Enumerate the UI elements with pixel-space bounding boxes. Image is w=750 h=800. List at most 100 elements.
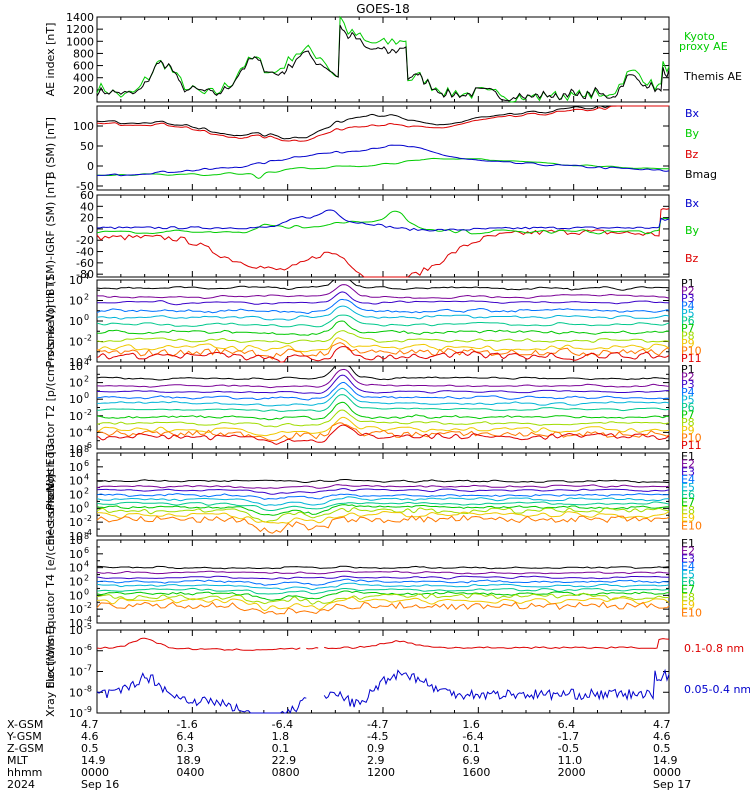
y-tick-label: 10: [69, 589, 83, 602]
y-tick-label: 10: [69, 516, 83, 529]
y-tick-label: 10: [69, 447, 83, 460]
ephemeris-value: 0.1: [462, 742, 480, 755]
ephemeris-value: 2000: [557, 766, 586, 779]
y-tick-exponent: 4: [84, 473, 89, 482]
y-tick-exponent: 4: [84, 358, 89, 367]
y-tick-label: 10: [69, 686, 83, 699]
y-tick-label: -20: [76, 234, 94, 247]
series-line-e6: [96, 587, 670, 595]
series-line-by: [96, 210, 670, 235]
y-tick-exponent: 6: [84, 546, 89, 555]
y-tick-label: 10: [69, 315, 83, 328]
ephemeris-value: -6.4: [462, 730, 484, 743]
y-tick-label: 10: [69, 443, 83, 456]
ephemeris-value: -4.5: [367, 730, 389, 743]
ephemeris-value: 0.5: [81, 742, 99, 755]
series-line-p7: [96, 401, 670, 421]
series-line-kyoto-proxy-ae: [96, 15, 670, 103]
y-tick-label: 200: [73, 84, 94, 97]
y-tick-exponent: -2: [84, 334, 92, 343]
legend-p10: P10: [681, 431, 702, 444]
legend-p5: P5: [681, 307, 695, 320]
ephemeris-row-label: MLT: [7, 754, 28, 767]
series-line-p6: [96, 394, 670, 412]
ephemeris-value: 22.9: [271, 754, 297, 767]
legend-p1: P1: [681, 277, 695, 290]
ephemeris-value: -6.4: [271, 718, 294, 731]
legend-e2: E2: [681, 545, 695, 558]
y-tick-label: 10: [69, 393, 83, 406]
y-tick-exponent: -8: [84, 684, 92, 693]
y-tick-exponent: 4: [84, 272, 89, 281]
y-tick-exponent: -4: [84, 528, 92, 537]
series-line-p4: [96, 381, 670, 401]
legend-themis-ae: Themis AE: [683, 70, 742, 83]
series-line-p4: [96, 298, 670, 315]
legend-by: By: [685, 127, 700, 140]
ephemeris-value: 1200: [367, 766, 395, 779]
y-tick-label: 600: [73, 60, 94, 73]
y-tick-label: 40: [80, 200, 94, 213]
y-tick-exponent: -4: [84, 424, 92, 433]
series-line-p9: [96, 337, 670, 353]
y-tick-exponent: -2: [84, 408, 92, 417]
y-tick-label: 10: [69, 562, 83, 575]
legend-bx: Bx: [685, 197, 700, 210]
y-tick-exponent: 4: [84, 560, 89, 569]
y-tick-label: 20: [80, 212, 94, 225]
series-line-by: [97, 157, 669, 179]
ephemeris-value: 0.3: [176, 742, 194, 755]
series-line-e4: [96, 578, 670, 586]
y-tick-label: 10: [69, 548, 83, 561]
ephemeris-value: 6.4: [176, 730, 194, 743]
ephemeris-value: -1.7: [557, 730, 580, 743]
y-tick-label: 10: [69, 489, 83, 502]
series-line-p3: [97, 291, 670, 306]
y-tick-label: 10: [69, 624, 83, 637]
ephemeris-value: 0.5: [653, 742, 671, 755]
ephemeris-value: 1.6: [462, 718, 480, 731]
legend-p7: P7: [681, 322, 695, 335]
y-axis-label: B (SM)-IGRF (SM) [nT]: [44, 176, 57, 296]
ephemeris-value: 0400: [176, 766, 205, 779]
series-line-e9: [96, 510, 670, 524]
series-line-themis-ae: [96, 24, 670, 102]
ephemeris-value: 1.8: [271, 730, 290, 743]
legend-e9: E9: [681, 599, 695, 612]
series-line-p10: [96, 342, 670, 360]
y-tick-exponent: 0: [84, 391, 89, 400]
ephemeris-value: Sep 16: [81, 778, 120, 791]
legend-e7: E7: [681, 496, 695, 509]
series-line-p9: [96, 416, 670, 437]
series-line-e2: [96, 570, 670, 575]
y-tick-label: 10: [69, 274, 83, 287]
y-tick-exponent: 2: [84, 375, 89, 384]
series-line-p2: [97, 368, 670, 389]
series-line-p8: [96, 330, 670, 345]
legend-p8: P8: [681, 416, 695, 429]
ephemeris-row-label: Z-GSM: [7, 742, 44, 755]
legend-p8: P8: [681, 330, 695, 343]
series-line-p11: [96, 346, 670, 363]
ephemeris-value: 4.6: [653, 730, 671, 743]
series-line-bx: [96, 209, 670, 232]
ephemeris-row-label: X-GSM: [7, 718, 44, 731]
series-line-xray-long: [96, 637, 669, 651]
chart-title: GOES-18: [356, 2, 410, 16]
series-line-e6: [96, 501, 670, 511]
legend-e6: E6: [681, 576, 695, 589]
y-tick-exponent: -5: [84, 622, 92, 631]
series-line-p2: [96, 284, 670, 300]
legend-p2: P2: [681, 371, 695, 384]
series-line-p10: [96, 422, 670, 442]
series-line-p5: [96, 305, 670, 321]
series-line-e5: [96, 582, 670, 591]
legend-p9: P9: [681, 424, 695, 437]
series-line-xray-short: [96, 668, 670, 714]
y-tick-exponent: 0: [84, 313, 89, 322]
ephemeris-value: -1.6: [176, 718, 198, 731]
y-tick-label: 10: [69, 410, 83, 423]
y-tick-label: 10: [69, 502, 83, 515]
y-tick-label: 60: [80, 189, 94, 202]
